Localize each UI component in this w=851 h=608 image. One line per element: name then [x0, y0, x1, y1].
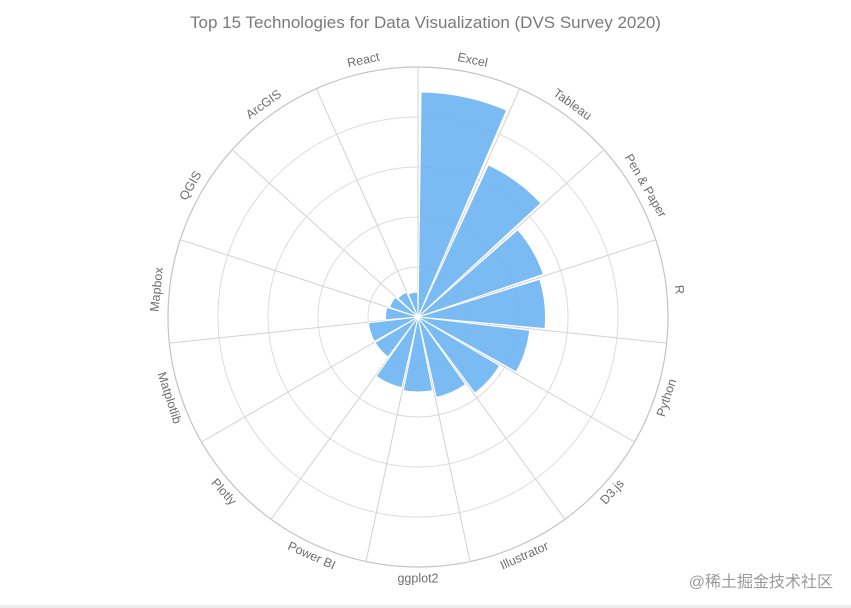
bar-react[interactable] [407, 291, 419, 318]
grid-spoke-9 [270, 316, 419, 520]
bar-python[interactable] [417, 316, 531, 373]
category-label-react: React [346, 50, 381, 71]
grid-spoke-5 [417, 316, 635, 443]
watermark: @稀土掘金技术社区 [688, 574, 833, 591]
category-label-tableau: Tableau [551, 86, 595, 123]
grid-spoke-13 [231, 149, 419, 318]
bar-plotly[interactable] [374, 316, 419, 358]
grid-spoke-4 [417, 316, 667, 344]
bar-arcgis[interactable] [397, 291, 419, 318]
category-label-arcgis: ArcGIS [243, 87, 284, 122]
category-label-r: R [672, 284, 687, 294]
bar-tableau[interactable] [417, 164, 542, 318]
bar-mapbox[interactable] [384, 306, 419, 321]
bar-ggplot2[interactable] [402, 316, 434, 393]
category-label-plotly: Plotly [208, 476, 239, 509]
grid-spoke-7 [417, 316, 471, 562]
grid-spoke-10 [201, 316, 419, 443]
grid-spoke-2 [417, 149, 605, 318]
grid-spoke-1 [417, 88, 521, 318]
bar-layer [367, 91, 546, 398]
category-label-ggplot2: ggplot2 [397, 571, 438, 585]
category-label-pen-paper: Pen & Paper [622, 151, 670, 219]
grid-spoke-14 [315, 88, 419, 318]
category-label-python: Python [654, 377, 679, 418]
bar-r[interactable] [417, 278, 546, 330]
grid-spoke-12 [180, 239, 419, 318]
category-label-matplotlib: Matplotlib [155, 370, 185, 425]
bar-matplotlib[interactable] [367, 316, 419, 343]
category-label-mapbox: Mapbox [147, 266, 166, 312]
bottom-border [0, 605, 851, 608]
bar-illustrator[interactable] [417, 316, 467, 398]
bar-qgis[interactable] [388, 296, 419, 318]
bar-power-bi[interactable] [375, 316, 419, 389]
bar-pen-paper[interactable] [417, 228, 545, 318]
bar-d3-js[interactable] [417, 316, 501, 394]
bar-excel[interactable] [417, 91, 508, 318]
chart-title: Top 15 Technologies for Data Visualizati… [190, 13, 661, 32]
category-label-qgis: QGIS [177, 169, 205, 203]
grid-spoke-6 [417, 316, 566, 520]
grid-spoke-11 [169, 316, 419, 344]
grid-spoke-3 [417, 239, 656, 318]
category-label-power-bi: Power BI [286, 539, 338, 572]
grid-layer [167, 66, 669, 568]
category-label-excel: Excel [456, 50, 489, 70]
category-label-d3-js: D3.js [597, 477, 626, 508]
grid-spoke-8 [365, 316, 419, 562]
